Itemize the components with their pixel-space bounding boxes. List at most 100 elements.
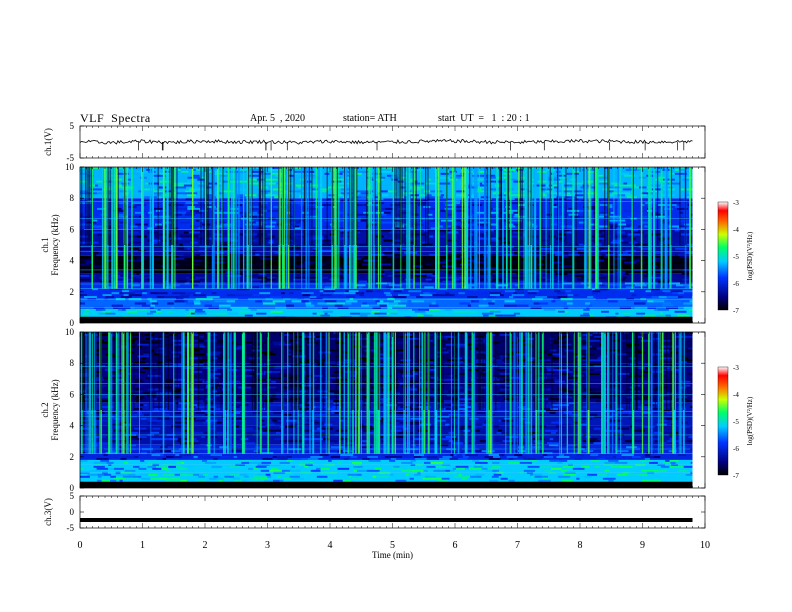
spectrogram-cell xyxy=(151,194,163,197)
spectrogram-cell xyxy=(566,209,571,212)
spectrogram-cell xyxy=(430,255,439,258)
spectrogram-cell xyxy=(128,298,142,301)
spectrogram-cell xyxy=(304,465,309,468)
spectrogram-cell xyxy=(436,351,449,354)
spectrogram-cell xyxy=(268,168,280,171)
spectrogram-cell xyxy=(538,314,546,317)
sferic-burst xyxy=(520,332,523,454)
spectrogram-cell xyxy=(387,298,395,301)
spectrogram-cell xyxy=(92,215,104,218)
spectrogram-cell xyxy=(491,475,499,478)
spectrogram-cell xyxy=(607,473,617,476)
spectrogram-cell xyxy=(460,221,466,224)
spectrogram-cell xyxy=(690,406,693,409)
spectrogram-cell xyxy=(115,298,126,301)
spectrogram-cell xyxy=(532,247,541,250)
spectrogram-cell xyxy=(303,452,313,455)
spectrogram-cell xyxy=(556,180,564,183)
spectrogram-cell xyxy=(565,396,573,399)
spectrogram-cell xyxy=(670,290,683,293)
spectrogram-cell xyxy=(80,211,90,214)
spectrogram-cell xyxy=(245,429,251,432)
sferic-burst xyxy=(130,332,132,454)
spectrogram-cell xyxy=(91,378,104,381)
spectrogram-cell xyxy=(369,423,375,426)
spectrogram-cell xyxy=(373,207,386,210)
spectrogram-cell xyxy=(496,353,508,356)
spectrogram-cell xyxy=(400,300,408,303)
spectrogram-cell xyxy=(610,211,615,214)
spectrogram-cell xyxy=(690,461,693,464)
spectrogram-cell xyxy=(443,450,451,453)
spectrogram-cell xyxy=(291,467,300,470)
spectrogram-cell xyxy=(114,333,128,336)
spectrogram-cell xyxy=(328,459,332,462)
spectrogram-cell xyxy=(275,182,281,185)
spectrogram-cell xyxy=(216,271,226,274)
spectrogram-cell xyxy=(437,229,451,232)
spectrogram-cell xyxy=(383,473,391,476)
spectrogram-cell xyxy=(662,302,671,305)
spectrogram-cell xyxy=(660,404,671,407)
spectrogram-cell xyxy=(501,419,514,422)
spectrogram-cell xyxy=(492,456,500,458)
spectrogram-cell xyxy=(635,174,647,177)
spectrogram-cell xyxy=(549,438,554,441)
spectrogram-cell xyxy=(259,332,269,334)
spectrogram-cell xyxy=(247,174,260,177)
sferic-burst xyxy=(105,167,107,289)
spectrogram-cell xyxy=(287,349,293,352)
spectrogram-cell xyxy=(270,310,283,313)
spectrogram-cell xyxy=(191,457,205,460)
spectrogram-cell xyxy=(559,454,565,457)
spectrogram-cell xyxy=(680,188,693,191)
spectrogram-cell xyxy=(302,294,311,297)
spectrogram-cell xyxy=(246,294,253,297)
spectrogram-cell xyxy=(130,247,139,250)
spectrogram-cell xyxy=(645,290,652,293)
spectrogram-cell xyxy=(390,473,394,476)
spectrogram-cell xyxy=(430,427,437,430)
spectrogram-cell xyxy=(378,471,391,474)
spectrogram-cell xyxy=(640,371,653,373)
spectrogram-cell xyxy=(620,241,629,244)
spectrogram-cell xyxy=(270,467,278,470)
spectrogram-cell xyxy=(115,345,121,348)
spectrogram-cell xyxy=(478,372,491,375)
spectrogram-cell xyxy=(222,180,230,183)
spectrogram-cell xyxy=(662,304,674,307)
spectrogram-cell xyxy=(652,371,664,373)
spectrogram-cell xyxy=(127,333,139,336)
sferic-burst xyxy=(281,167,284,289)
spectrogram-cell xyxy=(133,429,145,432)
spectrogram-cell xyxy=(93,411,105,414)
spectrogram-cell xyxy=(182,417,196,420)
sferic-burst xyxy=(660,167,663,289)
spectrogram-cell xyxy=(169,388,177,391)
spectrogram-cell xyxy=(431,302,436,305)
dark-streak xyxy=(149,332,151,410)
spectrogram-cell xyxy=(321,396,328,399)
spectrogram-cell xyxy=(343,371,349,373)
spectrogram-cell xyxy=(437,417,445,420)
spectrogram-cell xyxy=(352,345,362,348)
spectrogram-cell xyxy=(205,419,218,422)
spectrogram-cell xyxy=(110,411,118,414)
spectrogram-cell xyxy=(641,469,654,472)
spectrogram-cell xyxy=(237,369,243,371)
spectrogram-cell xyxy=(481,225,485,228)
spectrogram-cell xyxy=(190,280,201,283)
spectrogram-cell xyxy=(270,196,275,199)
spectrogram-cell xyxy=(128,231,140,234)
spectrogram-cell xyxy=(259,267,263,270)
dark-streak xyxy=(164,332,166,410)
spectrogram-cell xyxy=(266,384,276,387)
spectrogram-cell xyxy=(640,192,653,195)
spectrogram-cell xyxy=(622,188,633,191)
spectrogram-cell xyxy=(326,168,336,171)
spectrogram-cell xyxy=(638,225,642,228)
spectrogram-cell xyxy=(379,170,391,173)
spectrogram-cell xyxy=(370,371,376,373)
spectrogram-cell xyxy=(323,292,334,295)
